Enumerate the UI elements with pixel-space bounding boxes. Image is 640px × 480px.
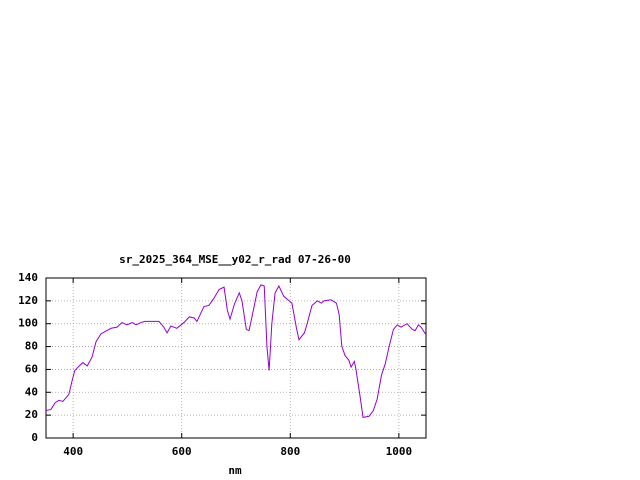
- data-line: [45, 284, 426, 419]
- y-tick-label: 100: [18, 317, 38, 330]
- x-axis-label: nm: [228, 464, 242, 477]
- chart-title: sr_2025_364_MSE__y02_r_rad 07-26-00: [119, 253, 351, 266]
- x-tick-label: 800: [280, 445, 300, 458]
- y-tick-label: 0: [31, 431, 38, 444]
- y-tick-label: 120: [18, 294, 38, 307]
- y-tick-label: 20: [25, 408, 38, 421]
- plot-border: [45, 277, 427, 439]
- x-tick-label: 1000: [386, 445, 413, 458]
- x-tick-label: 400: [63, 445, 83, 458]
- y-tick-label: 40: [25, 385, 38, 398]
- y-tick-label: 60: [25, 362, 38, 375]
- y-tick-label: 140: [18, 271, 38, 284]
- x-tick-label: 600: [172, 445, 192, 458]
- y-tick-label: 80: [25, 340, 38, 353]
